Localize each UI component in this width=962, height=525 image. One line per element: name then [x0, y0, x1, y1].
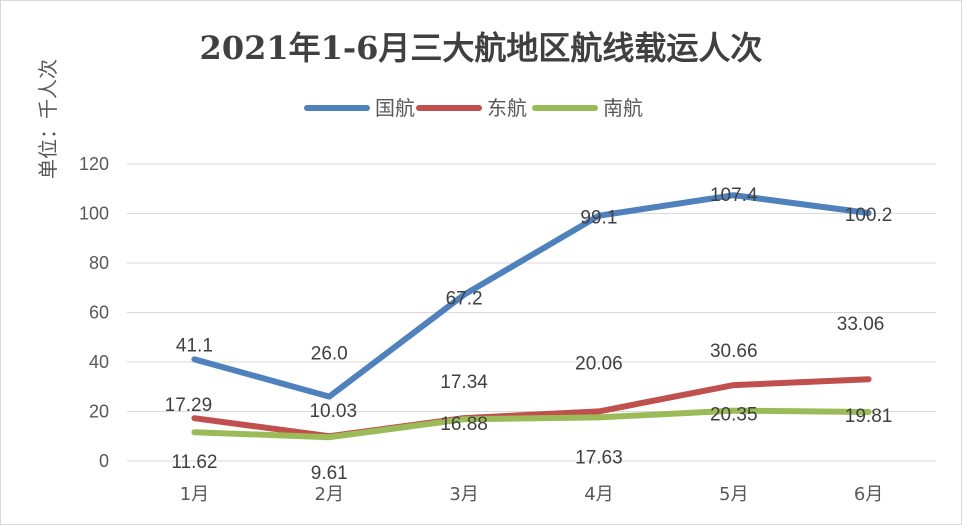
data-label: 9.61 [311, 463, 348, 484]
data-label: 11.62 [171, 452, 217, 473]
x-tick-label: 1月 [180, 484, 209, 505]
y-tick-label: 120 [79, 154, 109, 174]
x-tick-label: 3月 [449, 484, 478, 505]
y-tick-label: 80 [89, 253, 109, 273]
x-tick-label: 2月 [315, 484, 344, 505]
y-tick-label: 100 [79, 204, 109, 224]
x-tick-label: 4月 [584, 484, 613, 505]
y-tick-label: 20 [89, 402, 109, 422]
data-label: 20.35 [710, 405, 758, 426]
legend-label: 国航 [375, 96, 415, 120]
gridlines [127, 163, 936, 462]
unit-label: 单位：千人次 [36, 59, 60, 179]
data-label: 107.4 [710, 185, 758, 206]
data-label: 99.1 [580, 208, 617, 229]
data-label: 17.29 [165, 395, 213, 416]
data-label: 30.66 [710, 341, 758, 362]
series-lines [191, 192, 872, 441]
data-label: 17.63 [575, 447, 623, 468]
data-label: 33.06 [837, 314, 885, 335]
data-label: 20.06 [575, 353, 623, 374]
data-label: 41.1 [176, 335, 213, 356]
data-label: 19.81 [845, 406, 893, 427]
legend-label: 东航 [487, 96, 527, 120]
data-label: 16.88 [440, 414, 488, 435]
data-label: 26.0 [311, 344, 348, 365]
data-label: 10.03 [309, 401, 357, 422]
x-axis-ticks: 1月 2月 3月 4月 5月 6月 [180, 484, 884, 505]
data-labels: 41.1 26.0 67.2 99.1 107.4 100.2 17.29 10.03 17.3… [165, 185, 893, 484]
series-line [191, 376, 872, 440]
x-tick-label: 5月 [719, 484, 748, 505]
y-tick-label: 40 [89, 352, 109, 372]
data-label: 100.2 [845, 205, 893, 226]
data-label: 17.34 [440, 372, 488, 393]
data-label: 67.2 [446, 289, 483, 310]
chart-title: 2021年1-6月三大航地区航线载运人次 [200, 29, 763, 67]
series-line [191, 407, 872, 441]
series-line [191, 192, 872, 400]
y-tick-label: 0 [99, 451, 109, 471]
x-tick-label: 6月 [854, 484, 883, 505]
legend: 国航 东航 南航 [304, 96, 643, 120]
y-tick-label: 60 [89, 303, 109, 323]
y-axis-ticks: 0 20 40 60 80 100 120 [79, 154, 109, 471]
legend-label: 南航 [603, 96, 643, 120]
